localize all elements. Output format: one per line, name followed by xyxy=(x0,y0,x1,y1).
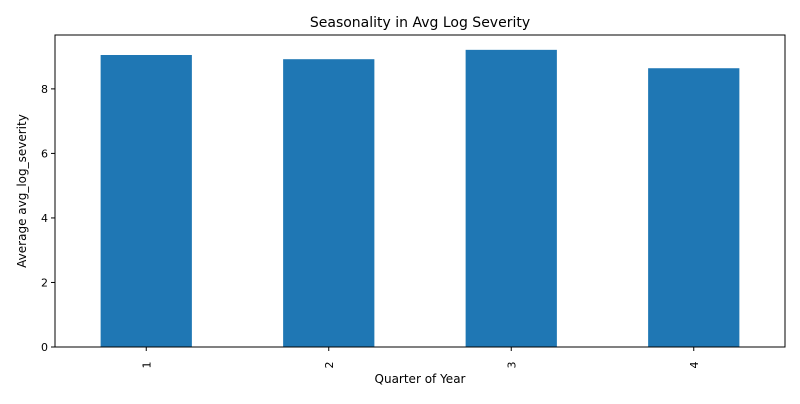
bar-quarter-2 xyxy=(283,59,375,348)
ticks-layer: 1 2 3 4 0 2 4 6 8 xyxy=(41,83,701,369)
bars-layer xyxy=(100,49,740,348)
bar-quarter-3 xyxy=(465,49,557,348)
y-tick-label: 8 xyxy=(41,83,48,96)
plot-frame xyxy=(54,34,786,348)
x-axis-label: Quarter of Year xyxy=(375,372,466,386)
x-tick-label: 3 xyxy=(505,362,518,369)
bar-quarter-1 xyxy=(100,55,192,347)
bar-quarter-4 xyxy=(648,68,740,348)
x-tick-label: 2 xyxy=(323,362,336,369)
y-tick-label: 4 xyxy=(41,212,48,225)
x-tick-label: 1 xyxy=(140,362,153,369)
y-axis-label: Average avg_log_severity xyxy=(15,114,29,268)
y-tick-label: 6 xyxy=(41,147,48,160)
y-tick-label: 0 xyxy=(41,341,48,354)
x-tick-label: 4 xyxy=(688,362,701,369)
y-tick-label: 2 xyxy=(41,276,48,289)
chart-title: Seasonality in Avg Log Severity xyxy=(310,15,530,31)
